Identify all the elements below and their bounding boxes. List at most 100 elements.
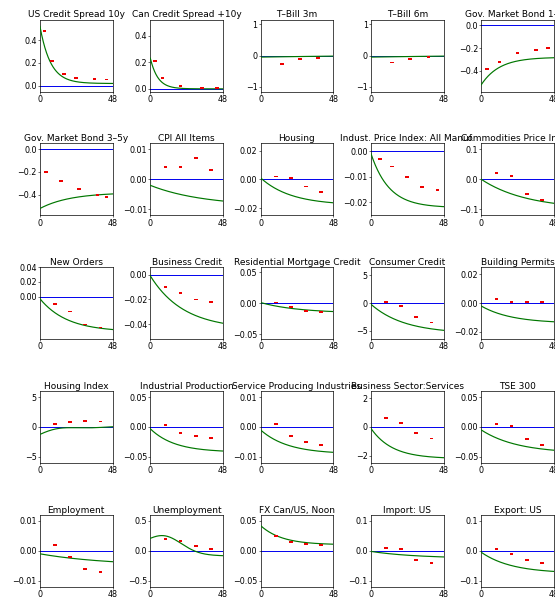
Bar	[390, 62, 394, 63]
Bar	[68, 556, 72, 558]
Bar	[298, 59, 302, 60]
Title: Industrial Production: Industrial Production	[140, 382, 234, 391]
Bar	[421, 186, 424, 188]
Bar	[525, 193, 528, 195]
Bar	[495, 173, 498, 174]
Bar	[83, 324, 87, 325]
Bar	[99, 571, 102, 573]
Bar	[304, 310, 308, 312]
Bar	[384, 547, 388, 549]
Bar	[289, 541, 293, 543]
Title: Business Credit: Business Credit	[152, 258, 221, 267]
Bar	[436, 188, 440, 190]
Bar	[179, 167, 183, 168]
Bar	[153, 60, 157, 62]
Bar	[83, 420, 87, 422]
Bar	[194, 435, 198, 437]
Bar	[160, 77, 164, 79]
Bar	[430, 437, 433, 439]
Bar	[540, 444, 544, 446]
Bar	[399, 548, 403, 550]
Bar	[77, 188, 81, 190]
Bar	[164, 425, 167, 426]
Bar	[104, 196, 108, 198]
Bar	[99, 327, 102, 328]
Bar	[384, 417, 388, 419]
Bar	[44, 171, 48, 173]
Bar	[304, 543, 308, 545]
Bar	[319, 444, 323, 446]
Bar	[304, 441, 308, 443]
Bar	[430, 562, 433, 564]
Bar	[200, 87, 204, 89]
Bar	[516, 52, 519, 54]
Bar	[509, 553, 513, 554]
Bar	[509, 176, 513, 178]
Bar	[289, 306, 293, 308]
Title: CPI All Items: CPI All Items	[158, 134, 215, 143]
Bar	[209, 170, 213, 171]
Bar	[194, 157, 198, 159]
Title: Unemployment: Unemployment	[152, 506, 221, 515]
Bar	[405, 176, 409, 178]
Bar	[164, 538, 167, 540]
Bar	[68, 422, 72, 423]
Bar	[319, 544, 323, 546]
Bar	[68, 310, 72, 312]
Bar	[495, 298, 498, 300]
Bar	[179, 292, 183, 294]
Bar	[215, 87, 219, 89]
Bar	[274, 302, 278, 303]
Bar	[546, 47, 550, 49]
Title: New Orders: New Orders	[50, 258, 103, 267]
Bar	[164, 167, 167, 168]
Bar	[540, 199, 544, 201]
Bar	[399, 422, 403, 423]
Title: Service Producing Industries: Service Producing Industries	[233, 382, 361, 391]
Bar	[408, 58, 412, 60]
Bar	[289, 435, 293, 437]
Bar	[164, 286, 167, 288]
Bar	[509, 425, 513, 427]
Bar	[62, 73, 66, 75]
Bar	[378, 158, 382, 160]
Bar	[525, 301, 528, 303]
Bar	[495, 548, 498, 550]
Title: Building Permits: Building Permits	[481, 258, 554, 267]
Bar	[534, 49, 538, 51]
Bar	[525, 438, 528, 440]
Bar	[179, 540, 183, 542]
Bar	[99, 421, 102, 423]
Bar	[179, 85, 183, 87]
Bar	[399, 305, 403, 307]
Title: Gov. Market Bond 3–5y: Gov. Market Bond 3–5y	[24, 134, 128, 143]
Bar	[289, 177, 293, 179]
Bar	[525, 559, 528, 561]
Bar	[194, 298, 198, 300]
Title: TSE 300: TSE 300	[499, 382, 536, 391]
Bar	[104, 79, 108, 81]
Bar	[427, 56, 430, 58]
Title: Export: US: Export: US	[494, 506, 542, 515]
Title: Housing Index: Housing Index	[44, 382, 109, 391]
Title: Gov. Market Bond 1–3y: Gov. Market Bond 1–3y	[466, 10, 555, 20]
Bar	[274, 176, 278, 178]
Bar	[319, 311, 323, 313]
Bar	[53, 544, 57, 546]
Bar	[415, 559, 418, 561]
Bar	[319, 192, 323, 193]
Bar	[83, 568, 87, 570]
Bar	[274, 423, 278, 425]
Bar	[59, 180, 63, 182]
Bar	[280, 63, 284, 65]
Bar	[53, 303, 57, 304]
Title: FX Can/US, Noon: FX Can/US, Noon	[259, 506, 335, 515]
Title: T–Bill 6m: T–Bill 6m	[387, 10, 428, 20]
Bar	[194, 545, 198, 547]
Bar	[540, 562, 544, 564]
Bar	[384, 301, 388, 303]
Bar	[93, 78, 96, 80]
Title: Housing: Housing	[279, 134, 315, 143]
Bar	[415, 432, 418, 434]
Bar	[43, 30, 47, 32]
